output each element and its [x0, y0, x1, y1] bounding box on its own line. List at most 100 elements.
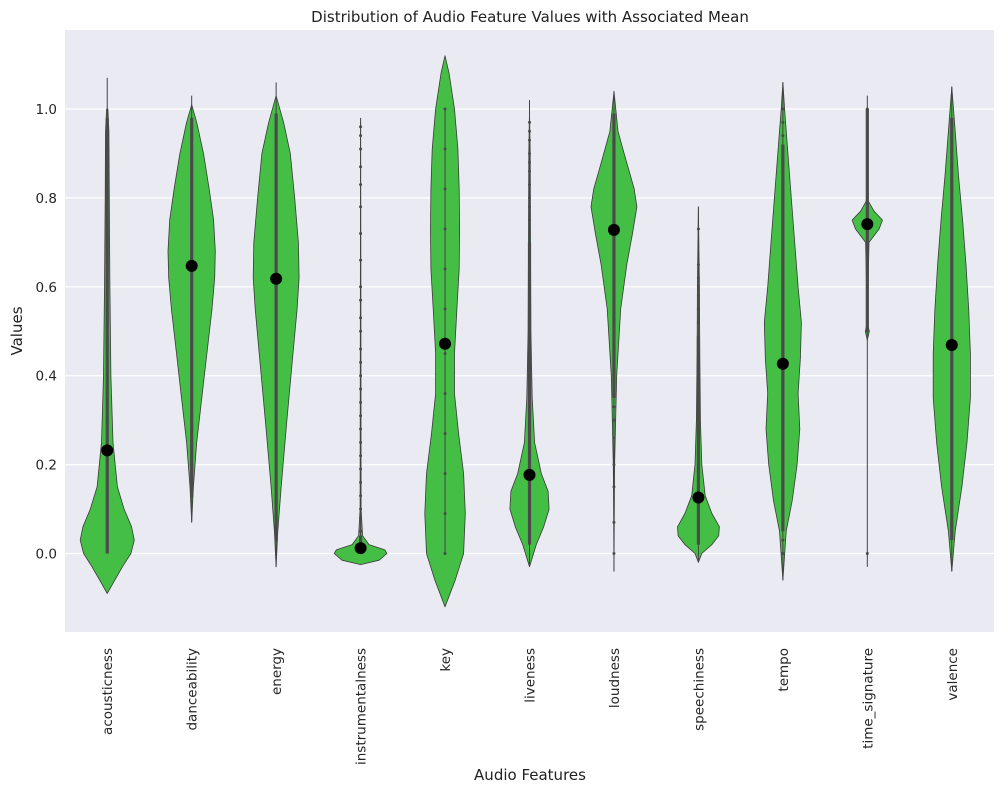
point-time_signature — [865, 107, 869, 111]
point-danceability — [190, 445, 194, 449]
point-instrumentalness — [359, 298, 363, 302]
point-instrumentalness — [359, 134, 363, 138]
point-tempo — [781, 134, 785, 138]
x-tick-label: key — [438, 648, 454, 672]
point-speechiness — [696, 294, 700, 298]
point-key — [443, 227, 447, 231]
x-tick-label: loudness — [607, 648, 623, 708]
point-key — [443, 307, 447, 311]
y-tick-label: 0.2 — [36, 458, 57, 474]
point-instrumentalness — [359, 329, 363, 333]
violins — [79, 55, 971, 608]
point-key — [443, 351, 447, 355]
point-liveness — [528, 129, 531, 133]
mean-marker-instrumentalness — [354, 542, 367, 555]
point-instrumentalness — [359, 360, 363, 364]
point-key — [443, 187, 447, 191]
point-danceability — [190, 463, 194, 467]
point-instrumentalness — [359, 231, 363, 235]
point-danceability — [190, 471, 194, 475]
point-key — [443, 511, 447, 515]
point-instrumentalness — [359, 165, 363, 169]
x-tick-label: acousticness — [100, 648, 116, 735]
point-loudness — [612, 405, 616, 409]
point-liveness — [528, 160, 531, 164]
point-liveness — [528, 205, 531, 209]
y-tick-label: 1.0 — [36, 102, 57, 118]
point-instrumentalness — [359, 125, 363, 129]
point-tempo — [781, 107, 785, 111]
mean-marker-acousticness — [101, 444, 114, 457]
point-loudness — [612, 436, 616, 440]
point-instrumentalness — [359, 400, 363, 404]
mean-marker-tempo — [776, 357, 789, 370]
x-axis-ticks: acousticness danceability energy instrument… — [100, 648, 961, 765]
point-key — [443, 391, 447, 395]
point-energy — [274, 485, 278, 489]
point-instrumentalness — [359, 454, 363, 458]
point-instrumentalness — [359, 516, 363, 520]
x-tick-label: valence — [945, 648, 961, 701]
point-key — [443, 147, 447, 151]
mean-marker-energy — [270, 272, 283, 285]
point-speechiness — [696, 320, 700, 324]
point-instrumentalness — [359, 507, 363, 511]
point-speechiness — [696, 276, 700, 280]
mean-marker-speechiness — [692, 491, 705, 504]
mean-marker-danceability — [185, 259, 198, 272]
x-tick-label: speechiness — [691, 648, 707, 731]
point-liveness — [528, 138, 531, 142]
x-tick-label: energy — [269, 648, 285, 695]
point-instrumentalness — [359, 205, 363, 209]
point-loudness — [612, 463, 616, 467]
point-energy — [274, 498, 278, 502]
point-instrumentalness — [359, 147, 363, 151]
x-tick-label: instrumentalness — [354, 648, 370, 765]
point-time_signature — [865, 329, 869, 333]
point-instrumentalness — [359, 183, 363, 187]
point-time_signature — [865, 552, 869, 555]
point-liveness — [528, 196, 531, 200]
point-liveness — [528, 218, 531, 222]
point-energy — [274, 525, 278, 529]
point-danceability — [190, 454, 194, 458]
chart-title: Distribution of Audio Feature Values wit… — [311, 8, 749, 26]
point-tempo — [781, 120, 785, 124]
y-axis-label: Values — [8, 306, 26, 355]
y-tick-label: 0.4 — [36, 369, 57, 385]
point-instrumentalness — [359, 316, 363, 320]
point-speechiness — [696, 263, 700, 267]
x-tick-label: tempo — [776, 648, 792, 692]
point-liveness — [528, 120, 531, 124]
point-loudness — [612, 552, 616, 555]
point-liveness — [528, 151, 531, 155]
point-instrumentalness — [359, 427, 363, 431]
mean-marker-key — [439, 337, 452, 350]
mean-marker-loudness — [607, 223, 620, 236]
point-key — [443, 552, 447, 555]
mean-marker-valence — [945, 339, 958, 352]
point-key — [443, 267, 447, 271]
x-tick-label: liveness — [523, 648, 539, 703]
point-instrumentalness — [359, 285, 363, 289]
y-axis-ticks: 0.0 0.2 0.4 0.6 0.8 1.0 — [36, 102, 57, 563]
x-axis-label: Audio Features — [474, 766, 586, 784]
point-instrumentalness — [359, 480, 363, 484]
point-instrumentalness — [359, 440, 363, 444]
y-tick-label: 0.6 — [36, 280, 57, 296]
point-instrumentalness — [359, 258, 363, 262]
point-instrumentalness — [359, 494, 363, 498]
point-liveness — [528, 169, 531, 173]
point-instrumentalness — [359, 387, 363, 391]
point-loudness — [612, 418, 616, 422]
point-speechiness — [696, 307, 700, 311]
point-liveness — [528, 231, 531, 235]
point-loudness — [612, 485, 616, 489]
point-speechiness — [696, 285, 700, 289]
point-instrumentalness — [359, 347, 363, 351]
point-tempo — [781, 538, 785, 542]
point-key — [443, 471, 447, 475]
point-instrumentalness — [359, 529, 363, 533]
